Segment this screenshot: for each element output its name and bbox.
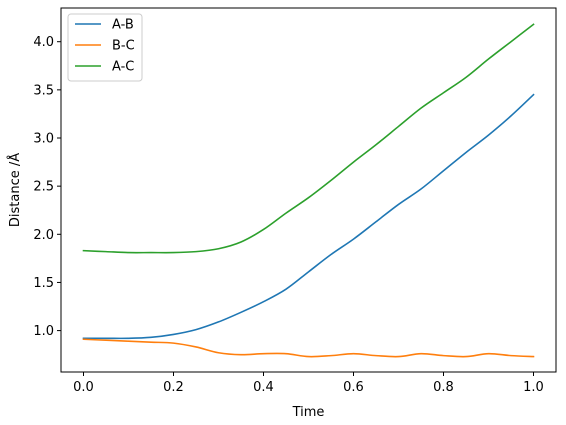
legend-label: B-C xyxy=(112,39,135,54)
y-tick-label: 4.0 xyxy=(33,35,54,50)
series-line-a-b xyxy=(82,93,535,340)
y-tick-label: 1.0 xyxy=(33,324,54,339)
y-tick-label: 1.5 xyxy=(33,276,54,291)
legend-label: A-C xyxy=(112,60,134,75)
x-axis: 0.0 0.2 0.4 0.6 0.8 1.0 xyxy=(73,372,544,395)
x-axis-title: Time xyxy=(292,405,325,420)
series-line-a-c xyxy=(82,23,535,254)
x-tick-label: 0.6 xyxy=(343,380,364,395)
x-tick-label: 0.2 xyxy=(163,380,184,395)
plot-area xyxy=(61,8,556,372)
y-tick-label: 2.5 xyxy=(33,180,54,195)
x-tick-label: 0.4 xyxy=(253,380,274,395)
y-tick-label: 2.0 xyxy=(33,228,54,243)
legend-label: A-B xyxy=(112,18,134,33)
y-axis-title: Distance /Å xyxy=(7,153,23,227)
y-tick-label: 3.0 xyxy=(33,132,54,147)
x-tick-label: 0.0 xyxy=(73,380,94,395)
legend-box xyxy=(67,13,143,82)
y-tick-label: 3.5 xyxy=(33,83,54,98)
x-tick-label: 0.8 xyxy=(433,380,454,395)
x-tick-label: 1.0 xyxy=(523,380,544,395)
legend: A-B B-C A-C xyxy=(67,13,143,82)
plot-frame xyxy=(60,7,557,373)
y-axis: 1.0 1.5 2.0 2.5 3.0 3.5 4.0 xyxy=(33,35,61,339)
series-layer xyxy=(82,23,535,358)
series-line-b-c xyxy=(82,338,535,358)
